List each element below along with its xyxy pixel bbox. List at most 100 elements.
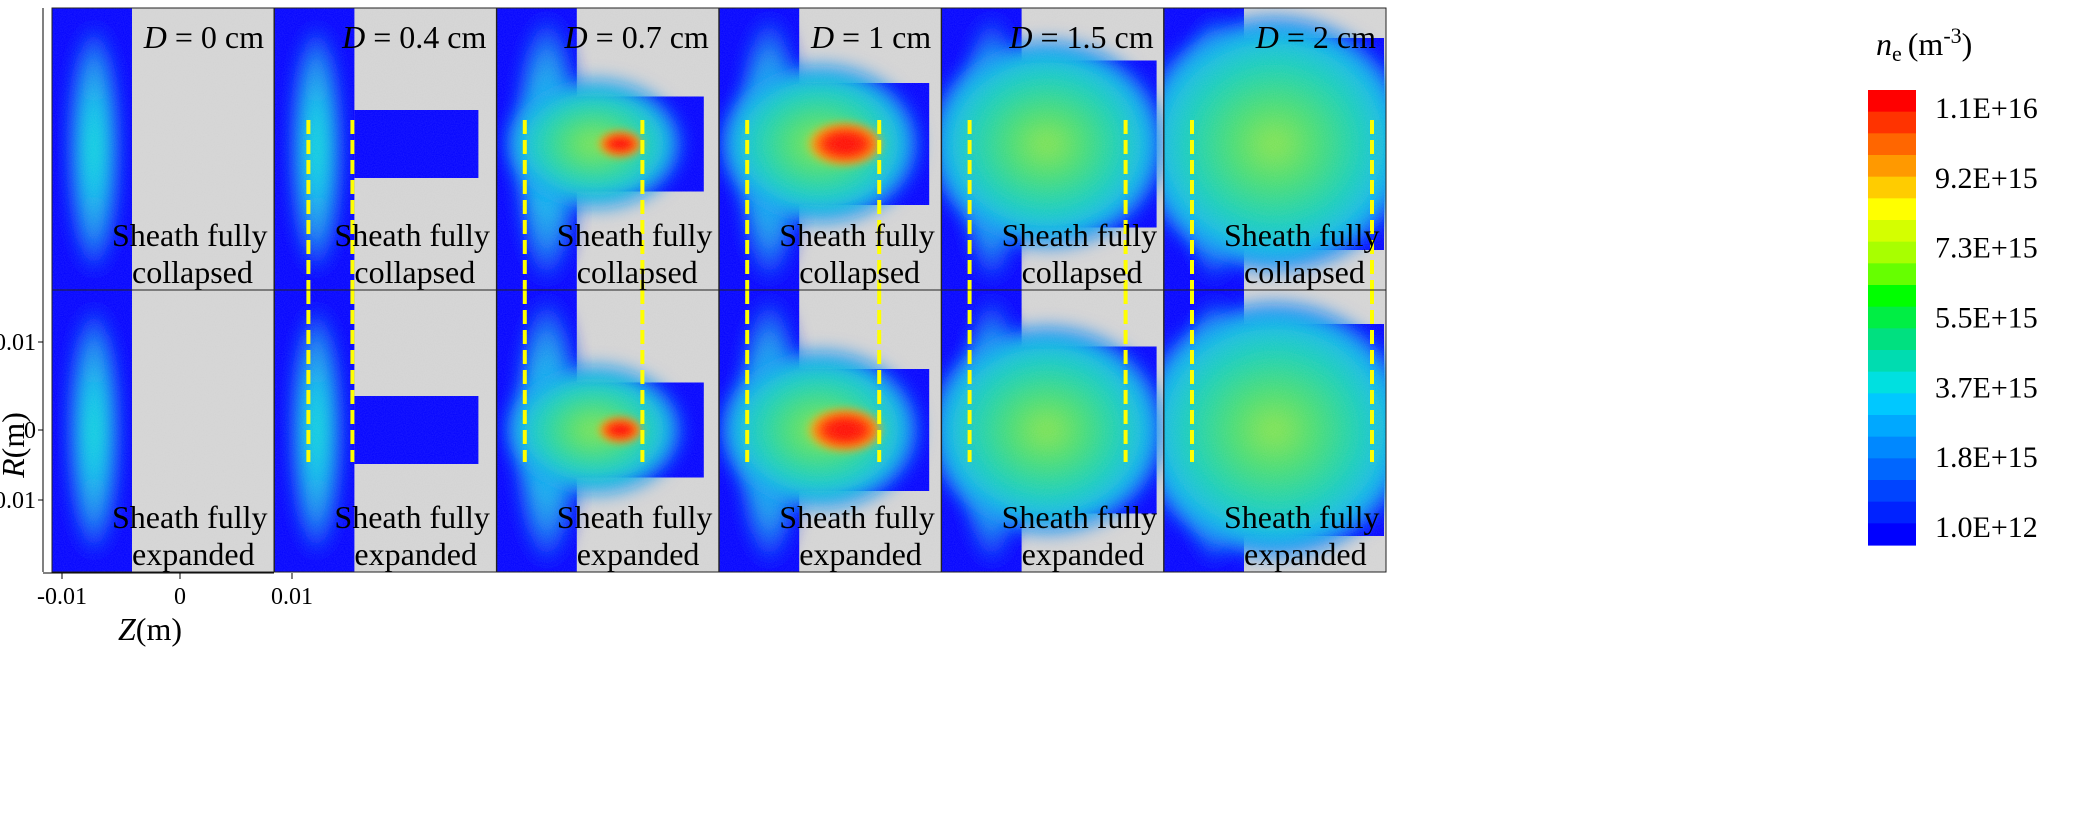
- x-axis-var: Z: [118, 611, 137, 647]
- noise-overlay: [496, 290, 719, 572]
- colorbar-step: [1868, 285, 1916, 308]
- sheath-label-line1: Sheath fully: [1002, 217, 1158, 253]
- y-tick-label: 0.01: [0, 488, 36, 514]
- panel-label: D = 0.4 cm: [341, 19, 486, 55]
- colorbar-var: n: [1876, 26, 1892, 62]
- sheath-label-line1: Sheath fully: [334, 217, 490, 253]
- y-axis-var: R: [0, 458, 31, 479]
- colorbar-tick-label: 1.8E+15: [1935, 441, 2038, 474]
- panel-label-value: = 2 cm: [1279, 19, 1376, 55]
- colorbar-step: [1868, 133, 1916, 156]
- panel-label-var: D: [1255, 19, 1279, 55]
- colorbar-tick-label: 7.3E+15: [1935, 232, 2038, 265]
- panel-label-var: D: [1008, 19, 1032, 55]
- x-tick-label: 0: [174, 584, 186, 610]
- sheath-label-line2: expanded: [1244, 536, 1367, 572]
- sheath-label-line1: Sheath fully: [557, 499, 713, 535]
- colorbar-tick-label: 3.7E+15: [1935, 371, 2038, 404]
- colorbar-step: [1868, 90, 1916, 113]
- y-axis-unit: (m): [0, 412, 31, 458]
- x-tick-label: -0.01: [37, 584, 87, 610]
- colorbar-sub: e: [1892, 41, 1902, 66]
- colorbar-unit: (m: [1908, 26, 1944, 62]
- sheath-label-line2: expanded: [132, 536, 255, 572]
- colorbar-close: ): [1962, 26, 1973, 62]
- noise-overlay: [1164, 8, 1386, 290]
- colorbar-step: [1868, 241, 1916, 264]
- sheath-label-line2: expanded: [1022, 536, 1145, 572]
- colorbar-tick-label: 1.1E+16: [1935, 92, 2038, 125]
- panel-label-var: D: [143, 19, 167, 55]
- noise-overlay: [496, 8, 719, 290]
- y-axis-label: R(m): [0, 412, 31, 479]
- panel-label: D = 1 cm: [810, 19, 931, 55]
- panel-label: D = 1.5 cm: [1008, 19, 1153, 55]
- colorbar-step: [1868, 176, 1916, 199]
- sheath-label-line1: Sheath fully: [557, 217, 713, 253]
- noise-overlay: [1164, 290, 1386, 572]
- y-tick-label: 0.01: [0, 330, 36, 356]
- sheath-label-line2: expanded: [577, 536, 700, 572]
- sheath-label-line1: Sheath fully: [1224, 499, 1380, 535]
- x-tick-label: 0.01: [271, 584, 313, 610]
- colorbar-step: [1868, 501, 1916, 524]
- sheath-label-line2: expanded: [354, 536, 477, 572]
- colorbar-step: [1868, 436, 1916, 459]
- colorbar-tick-label: 5.5E+15: [1935, 302, 2038, 335]
- panel-label-value: = 0 cm: [167, 19, 264, 55]
- sheath-label-line1: Sheath fully: [779, 499, 935, 535]
- sheath-label-line1: Sheath fully: [334, 499, 490, 535]
- colorbar-step: [1868, 523, 1916, 546]
- panel-label: D = 0 cm: [143, 19, 264, 55]
- x-axis-unit: (m): [136, 611, 182, 647]
- noise-overlay: [719, 290, 942, 572]
- sheath-label-line2: expanded: [799, 536, 922, 572]
- sheath-label-line2: collapsed: [1244, 254, 1365, 290]
- colorbar-tick-label: 9.2E+15: [1935, 162, 2038, 195]
- panel-label-value: = 0.4 cm: [365, 19, 486, 55]
- colorbar-title: ne (m-3): [1876, 23, 1972, 66]
- colorbar-step: [1868, 111, 1916, 134]
- colorbar-step: [1868, 263, 1916, 286]
- colorbar-step: [1868, 220, 1916, 243]
- colorbar-step: [1868, 458, 1916, 481]
- noise-overlay: [274, 8, 497, 290]
- y-tick-label: 0: [24, 418, 36, 444]
- sheath-label-line2: collapsed: [132, 254, 253, 290]
- colorbar-step: [1868, 350, 1916, 373]
- panel-label-value: = 0.7 cm: [588, 19, 709, 55]
- colorbar-tick-label: 1.0E+12: [1935, 511, 2038, 544]
- panel-label-value: = 1 cm: [834, 19, 931, 55]
- colorbar-step: [1868, 480, 1916, 503]
- colorbar-exp: -3: [1943, 23, 1961, 48]
- sheath-label-line1: Sheath fully: [112, 499, 268, 535]
- panel-label-var: D: [564, 19, 588, 55]
- colorbar-step: [1868, 198, 1916, 221]
- colorbar-step: [1868, 371, 1916, 394]
- panel-label-var: D: [810, 19, 834, 55]
- colorbar-step: [1868, 393, 1916, 416]
- noise-overlay: [274, 290, 497, 572]
- sheath-label-line2: collapsed: [799, 254, 920, 290]
- sheath-label-line2: collapsed: [354, 254, 475, 290]
- sheath-label-line1: Sheath fully: [112, 217, 268, 253]
- sheath-label-line1: Sheath fully: [779, 217, 935, 253]
- panel-label: D = 0.7 cm: [564, 19, 709, 55]
- colorbar: 1.1E+16 9.2E+15 7.3E+15 5.5E+15 3.7E+15 1.8E+…: [1868, 23, 2038, 546]
- sheath-label-line1: Sheath fully: [1224, 217, 1380, 253]
- colorbar-step: [1868, 415, 1916, 438]
- sheath-label-line2: collapsed: [577, 254, 698, 290]
